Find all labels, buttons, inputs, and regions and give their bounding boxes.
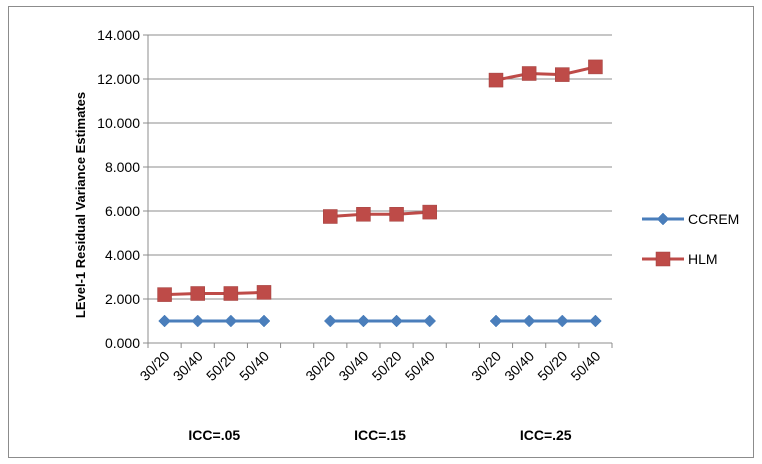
data-point-square — [422, 204, 437, 220]
legend-label: CCREM — [688, 211, 739, 227]
data-point-diamond — [489, 314, 503, 328]
y-axis-title: LEvel-1 Residual Variance Estimates — [73, 92, 88, 318]
y-tick-labels: 0.000 2.000 4.000 6.000 8.000 10.000 12.000 14.… — [97, 27, 140, 351]
y-tick-label: 14.000 — [97, 27, 140, 43]
legend: CCREM HLM — [642, 211, 739, 267]
data-point-square — [223, 286, 239, 301]
group-label: ICC=.25 — [520, 427, 572, 443]
data-point-square — [521, 66, 537, 81]
data-point-diamond — [555, 314, 569, 328]
y-tick-label: 0.000 — [105, 335, 140, 351]
x-tick-label: 50/40 — [236, 348, 272, 384]
x-tick-label: 50/20 — [203, 348, 239, 384]
x-tick-label: 30/40 — [170, 348, 206, 384]
group-label: ICC=.05 — [188, 427, 240, 443]
series-line — [495, 65, 596, 82]
data-point-diamond — [224, 314, 238, 328]
data-point-square — [655, 251, 671, 267]
data-point-diamond — [323, 314, 337, 328]
data-point-diamond — [357, 314, 370, 328]
x-tick-label: 30/40 — [501, 348, 537, 384]
data-point-square — [256, 285, 272, 300]
y-tick-label: 10.000 — [97, 115, 140, 131]
data-point-diamond — [423, 314, 437, 328]
x-tick-label: 50/40 — [402, 348, 438, 384]
x-tick-label: 30/40 — [335, 348, 371, 384]
data-point-square — [190, 286, 205, 301]
y-tick-label: 8.000 — [105, 159, 140, 175]
series-line — [164, 290, 265, 297]
y-tick-label: 6.000 — [105, 203, 140, 219]
data-point-diamond — [522, 314, 536, 328]
x-tick-label: 50/40 — [567, 348, 603, 384]
chart-frame — [8, 6, 754, 458]
legend-label: HLM — [688, 251, 718, 267]
y-tick-label: 12.000 — [97, 71, 140, 87]
x-tick-label: 30/20 — [302, 348, 338, 384]
data-point-diamond — [191, 314, 205, 328]
x-tick-label: 50/20 — [534, 348, 570, 384]
group-labels: ICC=.05 ICC=.15 ICC=.25 — [188, 427, 571, 443]
data-point-diamond — [390, 314, 403, 328]
y-tick-label: 2.000 — [105, 291, 140, 307]
data-point-diamond — [158, 314, 171, 328]
series-line — [330, 210, 430, 218]
x-tick-label: 30/20 — [468, 348, 504, 384]
group-label: ICC=.15 — [354, 427, 406, 443]
data-point-diamond — [589, 314, 602, 328]
data-point-square — [588, 59, 603, 75]
data-point-square — [488, 72, 504, 88]
data-point-square — [389, 207, 404, 222]
data-point-square — [323, 209, 338, 224]
x-tick-label: 50/20 — [369, 348, 405, 384]
data-point-square — [555, 67, 570, 82]
data-point-diamond — [656, 212, 670, 226]
y-tick-label: 4.000 — [105, 247, 140, 263]
series-layer — [157, 59, 603, 328]
data-point-square — [157, 287, 172, 302]
data-point-square — [356, 207, 371, 222]
x-tick-label: 30/20 — [137, 348, 173, 384]
axes — [143, 34, 613, 348]
data-point-diamond — [257, 314, 271, 328]
